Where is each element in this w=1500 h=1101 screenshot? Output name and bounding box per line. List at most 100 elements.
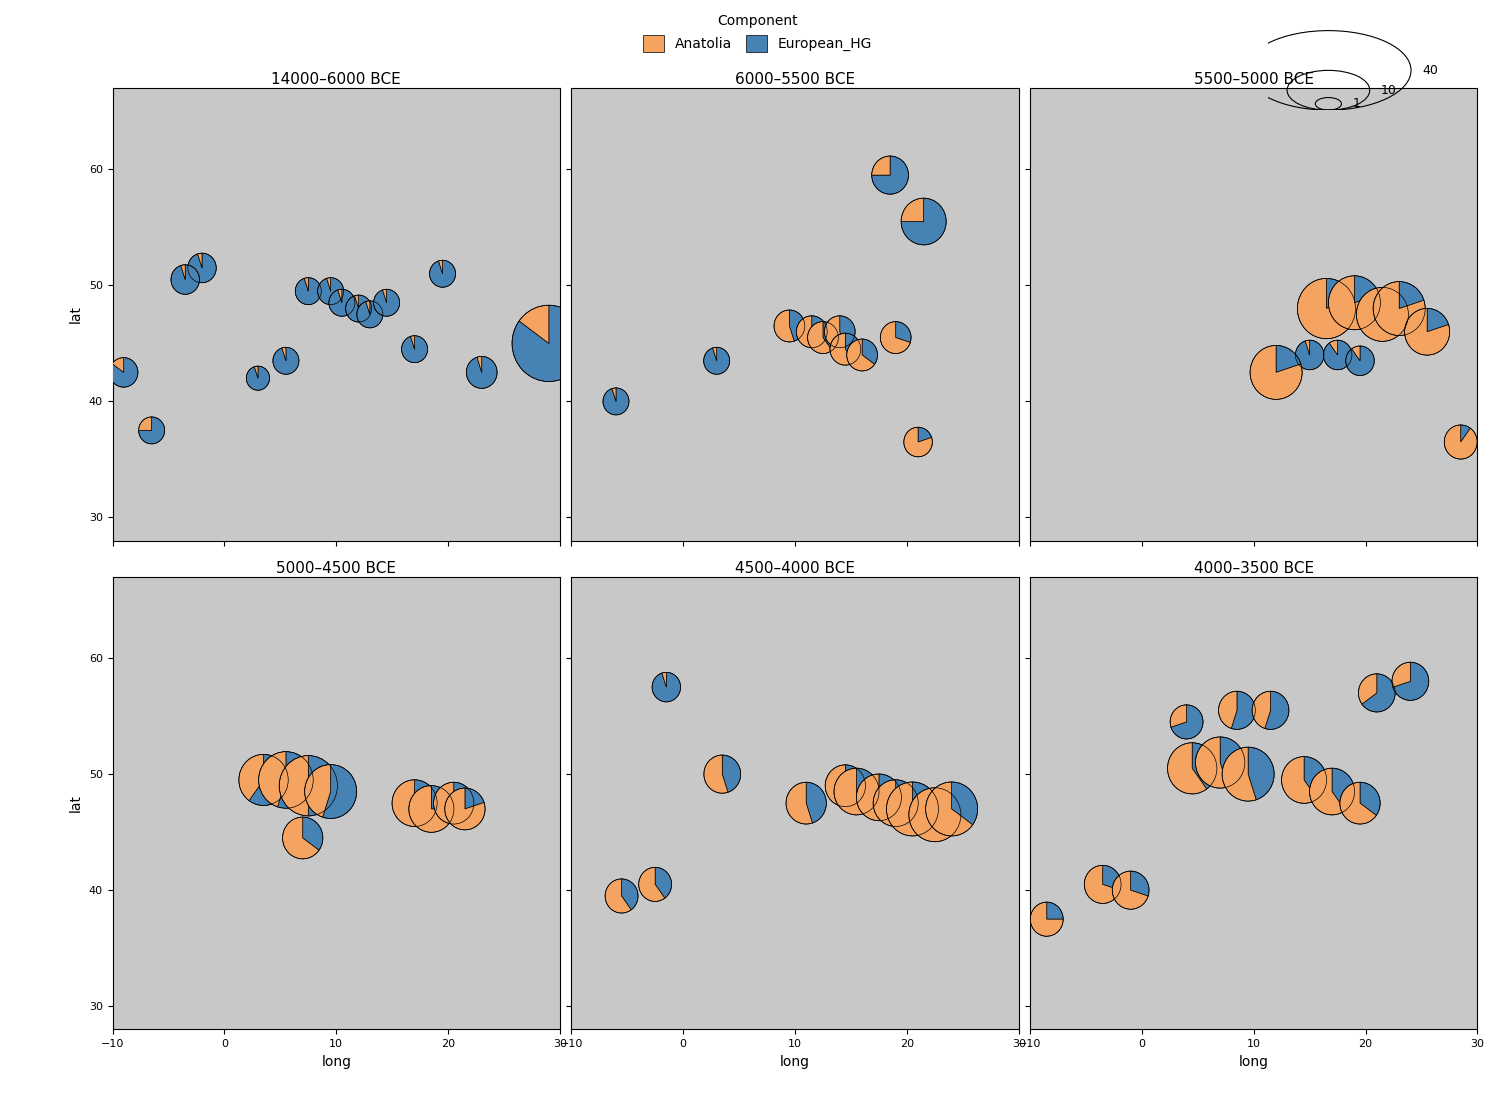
Title: 5000–4500 BCE: 5000–4500 BCE <box>276 560 396 576</box>
Wedge shape <box>402 336 427 362</box>
Wedge shape <box>1248 748 1274 799</box>
Wedge shape <box>318 277 344 305</box>
Title: 5500–5000 BCE: 5500–5000 BCE <box>1194 72 1314 87</box>
Wedge shape <box>1340 782 1377 824</box>
Wedge shape <box>909 788 956 842</box>
Wedge shape <box>871 156 909 194</box>
Wedge shape <box>774 310 794 342</box>
Wedge shape <box>1304 756 1326 799</box>
Wedge shape <box>1354 275 1378 303</box>
Wedge shape <box>862 339 877 364</box>
Wedge shape <box>825 765 856 807</box>
Wedge shape <box>328 290 356 316</box>
Title: 4500–4000 BCE: 4500–4000 BCE <box>735 560 855 576</box>
Wedge shape <box>902 198 924 221</box>
Wedge shape <box>1113 871 1148 909</box>
Wedge shape <box>806 782 826 824</box>
Wedge shape <box>304 277 309 291</box>
Wedge shape <box>1218 691 1237 729</box>
Wedge shape <box>846 765 865 803</box>
Title: 4000–3500 BCE: 4000–3500 BCE <box>1194 560 1314 576</box>
Wedge shape <box>1296 340 1324 370</box>
Wedge shape <box>902 198 946 244</box>
Wedge shape <box>414 780 436 803</box>
Wedge shape <box>656 868 672 898</box>
Wedge shape <box>1084 865 1120 904</box>
X-axis label: long: long <box>1239 1055 1269 1069</box>
Wedge shape <box>1220 737 1245 787</box>
Wedge shape <box>338 290 342 303</box>
Wedge shape <box>846 334 861 362</box>
Wedge shape <box>1332 768 1354 810</box>
Wedge shape <box>621 879 638 909</box>
Wedge shape <box>188 253 216 283</box>
Wedge shape <box>429 260 456 287</box>
Wedge shape <box>110 358 138 388</box>
Wedge shape <box>1329 340 1338 355</box>
Wedge shape <box>825 316 844 348</box>
Wedge shape <box>466 357 496 389</box>
Wedge shape <box>1196 737 1228 788</box>
Wedge shape <box>918 427 932 442</box>
Wedge shape <box>1461 425 1470 442</box>
Wedge shape <box>273 347 298 374</box>
Wedge shape <box>1346 346 1374 375</box>
Wedge shape <box>410 786 454 832</box>
Wedge shape <box>1192 743 1216 789</box>
Wedge shape <box>603 388 628 415</box>
Wedge shape <box>1359 674 1377 705</box>
Wedge shape <box>432 786 454 809</box>
Wedge shape <box>454 782 472 803</box>
Title: 14000–6000 BCE: 14000–6000 BCE <box>272 72 400 87</box>
Wedge shape <box>812 316 826 347</box>
Wedge shape <box>1444 425 1478 459</box>
Wedge shape <box>1356 287 1408 341</box>
Wedge shape <box>282 347 286 361</box>
Text: 40: 40 <box>1422 64 1438 77</box>
Wedge shape <box>824 321 839 350</box>
Wedge shape <box>879 774 902 811</box>
Wedge shape <box>258 752 286 807</box>
Wedge shape <box>1281 756 1317 804</box>
Wedge shape <box>198 253 202 268</box>
Wedge shape <box>896 321 910 342</box>
X-axis label: long: long <box>321 1055 351 1069</box>
Wedge shape <box>465 788 484 809</box>
Wedge shape <box>322 764 357 818</box>
Wedge shape <box>282 817 320 859</box>
Wedge shape <box>366 301 370 315</box>
Wedge shape <box>303 817 322 850</box>
Text: 10: 10 <box>1380 84 1396 97</box>
Wedge shape <box>1264 691 1288 729</box>
Wedge shape <box>382 290 387 303</box>
Wedge shape <box>296 277 321 305</box>
Wedge shape <box>786 782 813 824</box>
Wedge shape <box>238 754 264 800</box>
Wedge shape <box>1383 287 1408 315</box>
Wedge shape <box>723 755 741 793</box>
Wedge shape <box>840 316 855 347</box>
Wedge shape <box>354 295 358 308</box>
Wedge shape <box>886 782 933 836</box>
X-axis label: long: long <box>780 1055 810 1069</box>
Wedge shape <box>1426 308 1449 331</box>
Wedge shape <box>926 782 972 836</box>
Wedge shape <box>604 879 631 913</box>
Y-axis label: lat: lat <box>69 305 82 324</box>
Wedge shape <box>904 427 933 457</box>
Wedge shape <box>392 780 436 827</box>
Wedge shape <box>357 301 382 328</box>
Wedge shape <box>438 260 442 274</box>
Wedge shape <box>1326 279 1350 308</box>
Wedge shape <box>1167 743 1206 794</box>
Wedge shape <box>1276 346 1300 372</box>
Legend: Anatolia, European_HG: Anatolia, European_HG <box>638 9 878 57</box>
Wedge shape <box>345 295 372 323</box>
Wedge shape <box>856 768 879 814</box>
Wedge shape <box>1250 346 1302 400</box>
Wedge shape <box>652 673 681 701</box>
Wedge shape <box>834 768 864 815</box>
Wedge shape <box>880 321 910 353</box>
Wedge shape <box>662 673 666 687</box>
Wedge shape <box>138 417 152 430</box>
